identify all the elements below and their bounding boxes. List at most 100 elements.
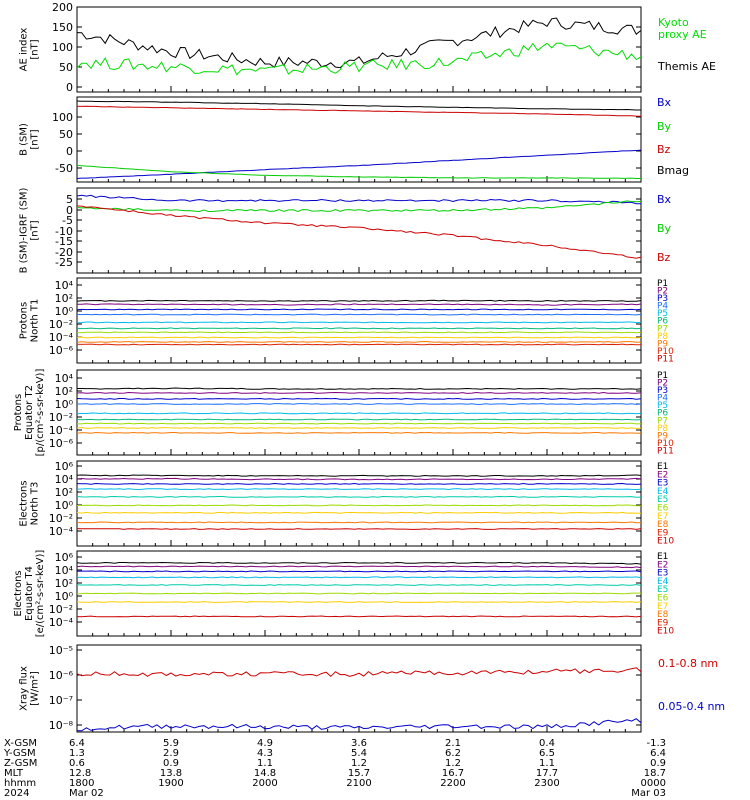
y-tick-label: 10⁻⁶: [49, 344, 74, 357]
y-axis-label: [W/m²]: [30, 671, 41, 706]
series-line: [77, 194, 641, 205]
series-line: [77, 303, 641, 306]
y-tick-label: 10⁰: [55, 305, 74, 318]
footer-value: 2200: [440, 778, 465, 789]
series-line: [77, 336, 641, 339]
series-line: [77, 667, 641, 677]
y-tick-label: 10⁴: [55, 564, 74, 577]
legend-entry: P9: [657, 431, 668, 441]
ephemeris-footer: X-GSMY-GSMZ-GSMMLThhmm20246.41.30.612.81…: [3, 738, 666, 799]
y-axis-label: North T1: [30, 299, 41, 343]
legend-entry: E5: [657, 495, 668, 505]
series-line: [77, 149, 641, 179]
footer-value: 4.3: [257, 748, 273, 759]
series-line: [77, 100, 641, 111]
y-tick-label: -15: [55, 235, 73, 248]
series-line: [77, 474, 641, 477]
footer-value: 14.8: [254, 768, 276, 779]
series-line: [77, 200, 641, 213]
panel-8: 10⁻⁵ 10⁻⁶ 10⁻⁷ 10⁻⁸ Xray flux [W/m²] 0.1-0.8 n…: [19, 644, 725, 733]
series-line: [77, 403, 641, 405]
y-axis-label: B (SM): [19, 123, 30, 156]
series-line: [77, 105, 641, 117]
legend-entry: E10: [657, 627, 674, 637]
legend-entry: P9: [657, 339, 668, 349]
y-tick-label: -5: [62, 214, 73, 227]
panel-frame: [76, 644, 642, 733]
footer-row-label: 2024: [4, 788, 29, 799]
legend-entry: P4: [657, 302, 668, 312]
legend-entry: P1: [657, 371, 668, 381]
footer-value: 2100: [346, 778, 371, 789]
footer-value: 5.4: [351, 748, 367, 759]
legend-entry: P5: [657, 309, 668, 319]
legend-entry: E4: [657, 487, 669, 497]
legend-entry: E3: [657, 479, 668, 489]
y-axis-label: [e/(cm²-s-sr-keV)]: [35, 550, 46, 638]
legend-entry: P11: [657, 354, 674, 364]
legend-entry: Kyoto: [658, 16, 689, 29]
footer-value: 1900: [158, 778, 183, 789]
y-tick-label: 10⁴: [55, 473, 74, 486]
y-tick-label: 10⁻⁴: [49, 424, 74, 437]
footer-value: 13.8: [160, 768, 182, 779]
footer-value: 0.9: [650, 758, 666, 769]
y-axis-label: B (SM)-IGRF (SM): [19, 188, 30, 274]
legend-entry: P10: [657, 439, 674, 449]
legend-entry: Bx: [657, 96, 672, 109]
y-axis-label: Equator T4: [24, 566, 35, 621]
legend-entry: E2: [657, 560, 668, 570]
y-tick-label: -25: [55, 256, 73, 269]
footer-row-label: hhmm: [4, 778, 36, 789]
legend-entry: P8: [657, 332, 668, 342]
footer-value: Mar 03: [631, 788, 666, 799]
footer-row-label: MLT: [4, 768, 24, 779]
y-tick-label: 150: [52, 21, 73, 34]
y-axis-label: North T3: [30, 482, 41, 526]
series-line: [77, 576, 641, 579]
series-line: [77, 313, 641, 316]
footer-value: Mar 02: [69, 788, 104, 799]
legend-entry: P6: [657, 317, 668, 327]
y-tick-label: 100: [52, 41, 73, 54]
panel-3: 50-5-10-15-20-25 B (SM)-IGRF (SM) [nT] Bx By…: [19, 187, 672, 274]
series-line: [77, 511, 641, 514]
series-line: [77, 299, 641, 302]
footer-value: 0000: [641, 778, 666, 789]
y-tick-label: 10⁰: [55, 590, 74, 603]
y-axis-label: [nT]: [30, 129, 41, 149]
legend-entry: E9: [657, 528, 669, 538]
y-tick-label: 10²: [55, 486, 73, 499]
panel-frame: [76, 277, 642, 364]
series-line: [77, 164, 641, 179]
legend-entry: P3: [657, 386, 668, 396]
y-tick-label: 10⁻²: [49, 512, 73, 525]
y-tick-label: 10⁻²: [49, 603, 73, 616]
legend-entry: E9: [657, 618, 669, 628]
y-tick-label: 50: [59, 61, 73, 74]
y-tick-label: 10²: [55, 292, 73, 305]
series-line: [77, 570, 641, 573]
legend-entry: Themis AE: [657, 60, 716, 73]
series-line: [77, 565, 641, 569]
footer-row-label: X-GSM: [4, 738, 37, 749]
y-tick-label: 10⁻⁸: [49, 719, 74, 732]
legend-entry: E5: [657, 585, 668, 595]
series-line: [77, 592, 641, 595]
series-line: [77, 601, 641, 603]
legend-entry: 0.1-0.8 nm: [658, 657, 718, 670]
footer-value: 0.9: [163, 758, 179, 769]
series-line: [77, 387, 641, 390]
footer-value: 4.9: [257, 738, 273, 749]
series-line: [77, 17, 641, 69]
y-tick-label: 200: [52, 1, 73, 14]
legend-entry: P6: [657, 409, 668, 419]
y-tick-label: 10⁶: [55, 551, 74, 564]
footer-value: 1800: [69, 778, 94, 789]
panel-frame: [76, 96, 642, 183]
legend-entry: P7: [657, 324, 668, 334]
y-tick-label: 10⁻⁵: [49, 644, 73, 657]
legend-entry: By: [657, 120, 672, 133]
y-tick-label: 50: [59, 128, 73, 141]
